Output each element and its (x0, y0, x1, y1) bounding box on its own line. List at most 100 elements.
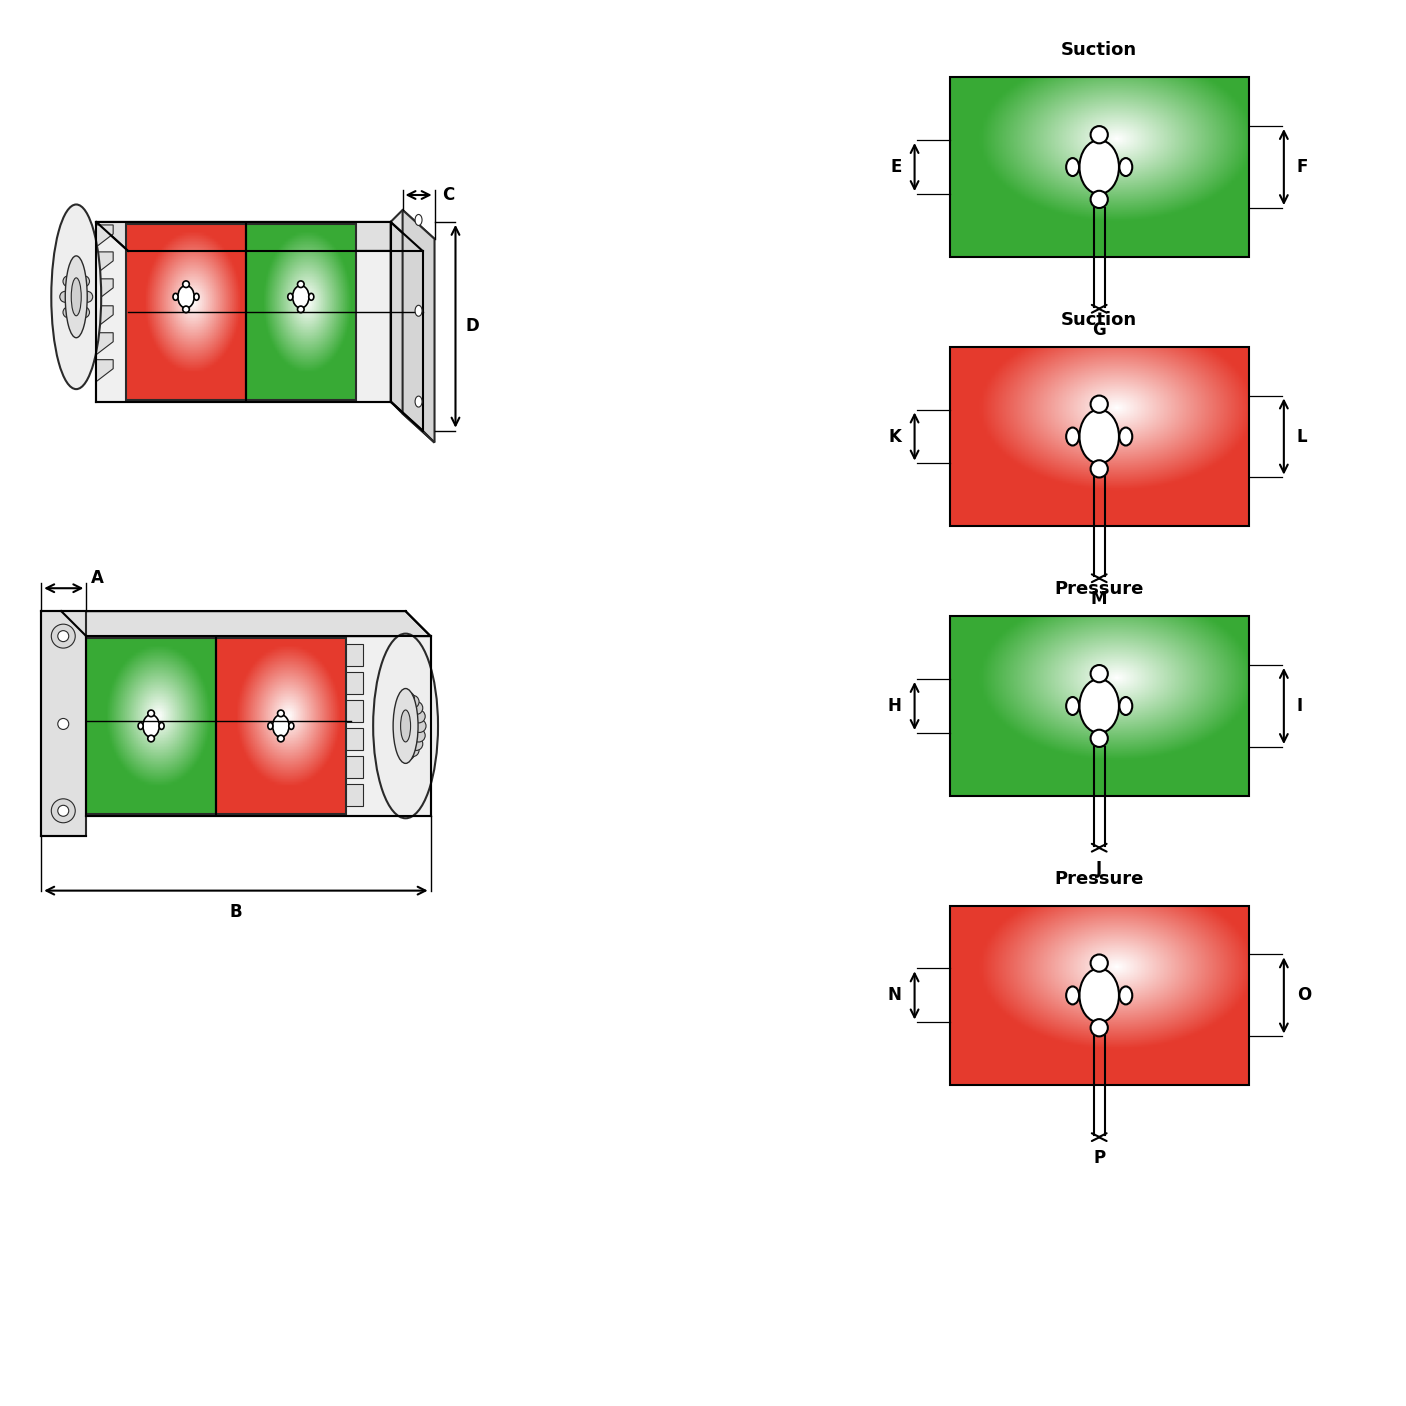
Circle shape (277, 735, 284, 742)
Ellipse shape (65, 256, 87, 337)
Polygon shape (391, 222, 423, 430)
Polygon shape (346, 783, 363, 806)
Circle shape (1091, 665, 1108, 682)
Ellipse shape (394, 689, 418, 763)
Text: O: O (1296, 987, 1310, 1004)
Circle shape (402, 692, 415, 704)
Text: B: B (229, 903, 242, 921)
Circle shape (406, 695, 419, 709)
Text: E: E (890, 157, 901, 176)
Circle shape (409, 737, 423, 751)
Circle shape (1091, 127, 1108, 143)
Circle shape (63, 276, 75, 287)
Circle shape (298, 307, 304, 312)
Ellipse shape (273, 714, 290, 737)
Polygon shape (402, 209, 434, 443)
Ellipse shape (401, 710, 411, 742)
Text: J: J (1097, 859, 1102, 877)
Polygon shape (41, 612, 86, 835)
Ellipse shape (309, 294, 314, 301)
Circle shape (413, 720, 426, 733)
Bar (949, 905, 1249, 1085)
Circle shape (148, 710, 155, 717)
Ellipse shape (1119, 157, 1132, 176)
Ellipse shape (194, 294, 200, 301)
Polygon shape (346, 700, 363, 721)
Circle shape (1091, 955, 1108, 972)
Circle shape (51, 799, 76, 823)
Ellipse shape (288, 294, 292, 301)
Ellipse shape (177, 285, 194, 308)
Text: N: N (887, 987, 901, 1004)
Text: Suction: Suction (1062, 311, 1137, 329)
Circle shape (51, 624, 76, 648)
Circle shape (412, 710, 425, 723)
Ellipse shape (1080, 679, 1119, 733)
Text: M: M (1091, 591, 1108, 609)
Polygon shape (96, 252, 112, 274)
Text: P: P (1092, 1149, 1105, 1167)
Polygon shape (346, 644, 363, 666)
Circle shape (79, 276, 90, 287)
Polygon shape (96, 222, 391, 402)
Text: H: H (887, 697, 901, 716)
Circle shape (70, 270, 82, 280)
Ellipse shape (173, 294, 179, 301)
Polygon shape (96, 278, 112, 301)
Polygon shape (62, 612, 430, 636)
Circle shape (409, 702, 423, 714)
Polygon shape (346, 672, 363, 695)
Ellipse shape (292, 285, 309, 308)
Ellipse shape (1119, 697, 1132, 716)
Polygon shape (96, 360, 112, 381)
Text: Pressure: Pressure (1054, 870, 1144, 887)
Ellipse shape (1080, 141, 1119, 194)
Circle shape (298, 281, 304, 287)
Ellipse shape (159, 723, 165, 730)
Ellipse shape (1066, 987, 1078, 1004)
Text: G: G (1092, 321, 1107, 339)
Polygon shape (391, 209, 434, 250)
Circle shape (1091, 395, 1108, 413)
Text: K: K (889, 427, 901, 446)
Circle shape (277, 710, 284, 717)
Circle shape (60, 291, 70, 302)
Circle shape (58, 631, 69, 641)
Circle shape (412, 730, 425, 742)
Polygon shape (391, 402, 434, 443)
Ellipse shape (1119, 987, 1132, 1004)
Text: L: L (1296, 427, 1308, 446)
Text: I: I (1296, 697, 1303, 716)
Circle shape (63, 307, 75, 318)
Polygon shape (96, 222, 423, 250)
Ellipse shape (72, 278, 82, 316)
Ellipse shape (415, 396, 422, 408)
Text: A: A (91, 569, 104, 588)
Text: C: C (443, 186, 454, 204)
Ellipse shape (1119, 427, 1132, 446)
Circle shape (1091, 460, 1108, 478)
Ellipse shape (1066, 157, 1078, 176)
Ellipse shape (373, 634, 439, 818)
Ellipse shape (143, 714, 159, 737)
Circle shape (1091, 191, 1108, 208)
Polygon shape (346, 756, 363, 778)
Circle shape (1091, 730, 1108, 747)
Ellipse shape (1066, 427, 1078, 446)
Circle shape (148, 735, 155, 742)
Circle shape (82, 291, 93, 302)
Ellipse shape (288, 723, 294, 730)
Text: F: F (1296, 157, 1308, 176)
Ellipse shape (138, 723, 143, 730)
Ellipse shape (1080, 409, 1119, 464)
Circle shape (58, 718, 69, 730)
Text: Pressure: Pressure (1054, 581, 1144, 598)
Ellipse shape (415, 305, 422, 316)
Ellipse shape (267, 723, 273, 730)
Text: D: D (465, 318, 479, 335)
Circle shape (406, 744, 419, 756)
Polygon shape (346, 728, 363, 749)
Circle shape (183, 281, 190, 287)
Bar (949, 347, 1249, 526)
Ellipse shape (415, 215, 422, 225)
